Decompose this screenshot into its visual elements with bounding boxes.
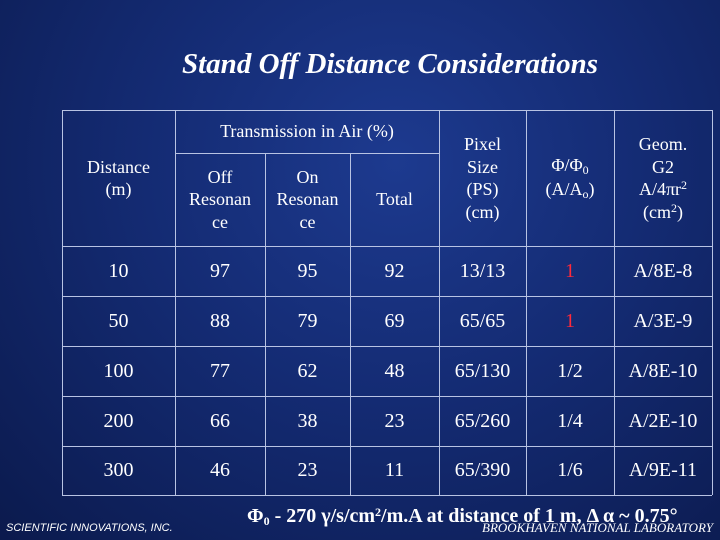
footer-formula: Φ0 - 270 γ/s/cm2/m.A at distance of 1 m,… bbox=[247, 505, 678, 529]
slide-title: Stand Off Distance Considerations bbox=[182, 48, 599, 80]
cell-distance: 10 bbox=[108, 259, 129, 282]
formula-phi: Φ bbox=[247, 505, 264, 527]
cell-total: 23 bbox=[384, 409, 405, 432]
row-divider bbox=[62, 396, 712, 397]
cell-geom: A/8E-8 bbox=[633, 259, 693, 282]
cell-distance: 50 bbox=[108, 309, 129, 332]
cell-phi: 1 bbox=[565, 309, 575, 332]
header-off-line2: Resonan bbox=[189, 189, 251, 210]
cell-on: 62 bbox=[297, 359, 318, 382]
header-on-line1: On bbox=[296, 166, 319, 187]
header-bottom-border bbox=[62, 246, 712, 247]
col-divider bbox=[175, 110, 176, 495]
formula-phi-sub: 0 bbox=[263, 514, 270, 528]
row-divider bbox=[62, 446, 712, 447]
cell-on: 95 bbox=[297, 259, 318, 282]
header-off-resonance: Off Resonan ce bbox=[175, 153, 265, 246]
formula-part-b: /m.A at distance of 1 m, Δ α ~ 0.75° bbox=[381, 505, 678, 527]
cell-total: 92 bbox=[384, 259, 405, 282]
cell-off: 66 bbox=[210, 409, 230, 432]
cell-off: 77 bbox=[210, 359, 230, 382]
header-on-line3: ce bbox=[299, 211, 316, 232]
cell-phi: 1/2 bbox=[557, 359, 583, 382]
col-divider bbox=[265, 153, 266, 495]
header-phi-a-sub: o bbox=[582, 187, 589, 201]
row-divider bbox=[62, 346, 712, 347]
cell-off: 46 bbox=[210, 459, 230, 481]
cell-pixel: 65/260 bbox=[454, 409, 511, 432]
cell-phi: 1/6 bbox=[557, 459, 583, 481]
cell-pixel: 13/13 bbox=[459, 259, 506, 282]
footer-right-credit: BROOKHAVEN NATIONAL LABORATORY bbox=[482, 520, 713, 535]
header-pixel-size: Pixel Size (PS) (cm) bbox=[439, 110, 526, 246]
header-phi-line2: (A/Ao) bbox=[546, 178, 595, 202]
row-divider bbox=[62, 296, 712, 297]
cell-distance: 100 bbox=[103, 359, 134, 382]
header-geom-line2: G2 bbox=[652, 156, 674, 177]
formula-sup: 2 bbox=[375, 505, 382, 519]
header-off-line3: ce bbox=[212, 211, 228, 232]
cell-total: 69 bbox=[384, 309, 405, 332]
cell-on: 79 bbox=[297, 309, 318, 332]
cell-pixel: 65/390 bbox=[454, 459, 511, 481]
cell-geom: A/9E-11 bbox=[628, 459, 698, 481]
col-divider bbox=[614, 110, 615, 495]
header-pixel-line4: (cm) bbox=[465, 201, 500, 222]
header-phi-close: ) bbox=[588, 179, 595, 199]
header-on-line2: Resonan bbox=[276, 189, 339, 210]
cell-distance: 300 bbox=[103, 459, 134, 481]
header-phi-main: Φ/Φ bbox=[551, 155, 583, 175]
transmission-group-divider bbox=[175, 153, 439, 154]
cell-phi: 1 bbox=[565, 259, 575, 282]
header-phi-ratio: Φ/Φ0 (A/Ao) bbox=[526, 110, 614, 246]
header-geom-line3: A/4πr2 bbox=[639, 178, 687, 201]
header-geom-sup: 2 bbox=[681, 178, 688, 192]
cell-on: 38 bbox=[297, 409, 318, 432]
col-divider bbox=[350, 153, 351, 495]
header-distance: Distance (m) bbox=[62, 110, 175, 246]
cell-on: 23 bbox=[297, 459, 318, 481]
col-divider bbox=[526, 110, 527, 495]
header-pixel-line1: Pixel bbox=[463, 134, 501, 154]
col-divider bbox=[439, 110, 440, 495]
table-top-border bbox=[62, 110, 712, 111]
header-total: Total bbox=[376, 189, 413, 210]
cell-distance: 200 bbox=[103, 409, 134, 432]
table-right-border bbox=[712, 110, 713, 495]
header-geom-unit-close: ) bbox=[676, 201, 683, 222]
cell-off: 97 bbox=[210, 259, 230, 282]
header-transmission-group: Transmission in Air (%) bbox=[220, 121, 394, 142]
formula-part-a: - 270 γ/s/cm bbox=[269, 505, 376, 527]
header-geom-unit-sup: 2 bbox=[670, 200, 677, 215]
header-geom-line1: Geom. bbox=[638, 134, 688, 154]
footer-left-credit: SCIENTIFIC INNOVATIONS, INC. bbox=[6, 522, 173, 534]
cell-off: 88 bbox=[210, 309, 230, 332]
header-phi-sub: 0 bbox=[582, 163, 589, 177]
cell-pixel: 65/65 bbox=[459, 309, 506, 332]
header-geom-formula: A/4πr bbox=[638, 179, 682, 199]
header-geom: Geom. G2 A/4πr2 (cm2) bbox=[614, 110, 712, 246]
table-left-border bbox=[62, 110, 63, 495]
cell-pixel: 65/130 bbox=[454, 359, 511, 382]
header-geom-line4: (cm2) bbox=[643, 201, 683, 224]
header-on-resonance: On Resonan ce bbox=[265, 153, 350, 246]
header-geom-unit: (cm bbox=[643, 201, 671, 222]
header-pixel-line2: Size bbox=[467, 156, 498, 177]
header-distance-line1: Distance bbox=[87, 156, 150, 177]
header-off-line1: Off bbox=[207, 166, 233, 187]
header-pixel-line3: (PS) bbox=[466, 179, 499, 199]
cell-geom: A/3E-9 bbox=[633, 309, 693, 332]
cell-total: 48 bbox=[384, 359, 405, 382]
cell-total: 11 bbox=[384, 459, 405, 481]
header-phi-line1: Φ/Φ0 bbox=[551, 154, 588, 178]
header-distance-line2: (m) bbox=[105, 179, 132, 199]
cell-geom: A/8E-10 bbox=[628, 359, 698, 382]
cell-phi: 1/4 bbox=[557, 409, 583, 432]
header-phi-a: (A/A bbox=[545, 179, 583, 199]
cell-geom: A/2E-10 bbox=[628, 409, 698, 432]
table-bottom-border bbox=[62, 495, 712, 496]
